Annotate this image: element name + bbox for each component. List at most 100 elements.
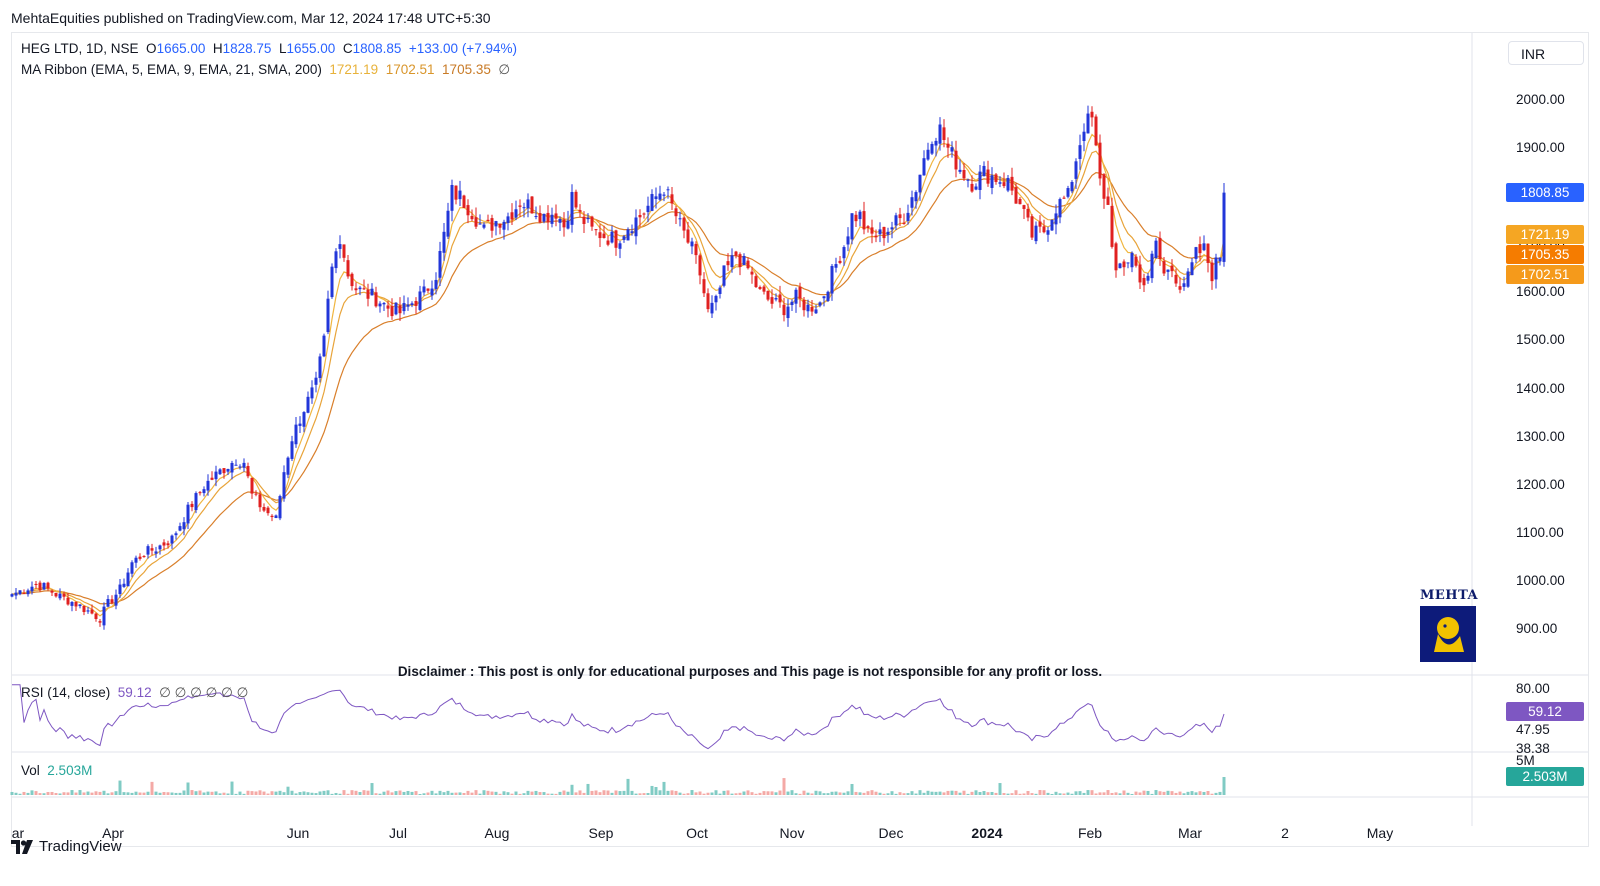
volume-bar bbox=[26, 792, 30, 795]
candle-body bbox=[1114, 243, 1118, 271]
volume-bar bbox=[650, 785, 654, 795]
candle-body bbox=[594, 229, 598, 231]
volume-bar bbox=[582, 792, 586, 795]
chart-frame bbox=[11, 32, 1589, 847]
rsi-legend[interactable]: RSI (14, close) 59.12 ∅ ∅ ∅ ∅ ∅ ∅ bbox=[21, 685, 248, 701]
candle-body bbox=[230, 462, 234, 473]
volume-bar bbox=[194, 791, 198, 795]
candle-body bbox=[582, 216, 586, 224]
rsi-axis-label: 47.95 bbox=[1516, 722, 1550, 737]
candle-body bbox=[266, 507, 270, 514]
volume-bar bbox=[58, 793, 62, 795]
candle-body bbox=[1006, 177, 1010, 191]
volume-bar bbox=[774, 792, 778, 795]
candle-body bbox=[682, 217, 686, 231]
volume-bar bbox=[430, 790, 434, 795]
volume-bar bbox=[142, 792, 146, 795]
candle-body bbox=[218, 469, 222, 475]
volume-bar bbox=[598, 792, 602, 795]
volume-bar bbox=[902, 793, 906, 795]
volume-bar bbox=[374, 793, 378, 795]
volume-bar bbox=[786, 791, 790, 795]
volume-legend[interactable]: Vol 2.503M bbox=[21, 763, 92, 778]
candle-body bbox=[530, 196, 534, 214]
candle-body bbox=[154, 551, 158, 554]
volume-bar bbox=[750, 792, 754, 795]
volume-bar bbox=[886, 793, 890, 795]
candle-body bbox=[962, 170, 966, 179]
candle-body bbox=[194, 493, 198, 511]
price-tag-ma3: 1705.35 bbox=[1506, 245, 1584, 264]
volume-bar bbox=[330, 793, 334, 795]
rsi-line bbox=[12, 684, 1225, 750]
volume-bar bbox=[706, 792, 710, 795]
candle-body bbox=[990, 175, 994, 188]
candle-body bbox=[426, 288, 430, 291]
volume-bar bbox=[686, 793, 690, 795]
volume-bar bbox=[622, 790, 626, 795]
volume-bar bbox=[838, 792, 842, 795]
volume-bar bbox=[286, 786, 290, 795]
candle-body bbox=[546, 212, 550, 223]
time-axis-label: Aug bbox=[484, 825, 510, 841]
candle-body bbox=[38, 582, 42, 591]
currency-selector[interactable]: INR bbox=[1508, 41, 1584, 65]
volume-bar bbox=[1058, 793, 1062, 795]
volume-bar bbox=[398, 790, 402, 795]
volume-bar bbox=[510, 793, 514, 795]
candle-body bbox=[446, 210, 450, 237]
candle-body bbox=[46, 582, 50, 589]
volume-bar bbox=[1010, 793, 1014, 795]
volume-bar bbox=[550, 793, 554, 795]
candle-body bbox=[650, 194, 654, 211]
candle-body bbox=[94, 613, 98, 619]
time-axis-label: Jun bbox=[286, 825, 310, 841]
candle-body bbox=[262, 507, 266, 511]
candle-body bbox=[138, 556, 142, 559]
volume-bar bbox=[998, 783, 1002, 795]
volume-bar bbox=[1094, 793, 1098, 795]
volume-bar bbox=[958, 792, 962, 795]
candle-body bbox=[802, 299, 806, 311]
volume-bar bbox=[422, 793, 426, 795]
candle-body bbox=[114, 594, 118, 606]
volume-bar bbox=[1190, 791, 1194, 795]
volume-bar bbox=[1110, 792, 1114, 795]
candle-body bbox=[914, 192, 918, 202]
ma-ribbon-legend[interactable]: MA Ribbon (EMA, 5, EMA, 9, EMA, 21, SMA,… bbox=[21, 62, 510, 78]
volume-bar bbox=[818, 791, 822, 795]
rsi-na-values: ∅ ∅ ∅ ∅ ∅ ∅ bbox=[159, 685, 249, 700]
volume-bar bbox=[10, 791, 14, 795]
volume-bar bbox=[638, 793, 642, 795]
candle-body bbox=[1126, 262, 1130, 264]
volume-bar bbox=[258, 790, 262, 795]
candle-body bbox=[1074, 161, 1078, 179]
candle-body bbox=[306, 396, 310, 413]
candle-body bbox=[798, 287, 802, 299]
candle-body bbox=[610, 231, 614, 243]
volume-bar bbox=[42, 793, 46, 795]
candle-body bbox=[142, 556, 146, 558]
volume-bar bbox=[18, 793, 22, 795]
volume-bar bbox=[634, 793, 638, 795]
volume-bar bbox=[898, 792, 902, 795]
volume-bar bbox=[758, 792, 762, 795]
volume-bar bbox=[678, 792, 682, 795]
candle-body bbox=[626, 229, 630, 241]
volume-bar bbox=[578, 790, 582, 795]
volume-bar bbox=[642, 793, 646, 795]
tradingview-brand[interactable]: TradingView bbox=[11, 838, 122, 855]
volume-bar bbox=[890, 791, 894, 795]
candle-body bbox=[590, 216, 594, 227]
candle-body bbox=[90, 609, 94, 614]
candle-body bbox=[770, 297, 774, 304]
volume-bar bbox=[494, 791, 498, 795]
symbol-legend[interactable]: HEG LTD, 1D, NSE O1665.00 H1828.75 L1655… bbox=[21, 41, 517, 56]
volume-bar bbox=[1046, 792, 1050, 795]
candle-body bbox=[18, 590, 22, 595]
volume-bar bbox=[730, 793, 734, 795]
volume-bar bbox=[162, 792, 166, 795]
volume-bar bbox=[190, 790, 194, 795]
candle-body bbox=[854, 214, 858, 222]
